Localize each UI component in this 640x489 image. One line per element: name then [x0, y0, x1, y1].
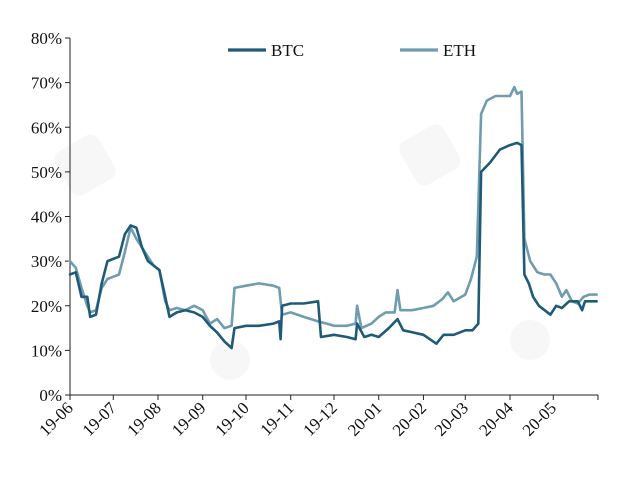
- y-tick-label: 10%: [31, 341, 62, 360]
- legend-label-btc: BTC: [271, 41, 304, 60]
- y-tick-label: 60%: [31, 118, 62, 137]
- y-tick-label: 20%: [31, 297, 62, 316]
- y-tick-label: 0%: [39, 386, 62, 405]
- y-tick-label: 30%: [31, 252, 62, 271]
- series-line-btc: [68, 141, 598, 350]
- legend-label-eth: ETH: [443, 41, 476, 60]
- y-tick-label: 40%: [31, 208, 62, 227]
- y-tick-label: 70%: [31, 74, 62, 93]
- legend: BTC ETH: [228, 41, 476, 60]
- y-tick-label: 50%: [31, 163, 62, 182]
- y-tick-label: 80%: [31, 29, 62, 48]
- series-lines: [68, 85, 598, 350]
- y-axis-ticks: 0% 10% 20% 30% 40% 50% 60% 70% 80%: [31, 29, 70, 405]
